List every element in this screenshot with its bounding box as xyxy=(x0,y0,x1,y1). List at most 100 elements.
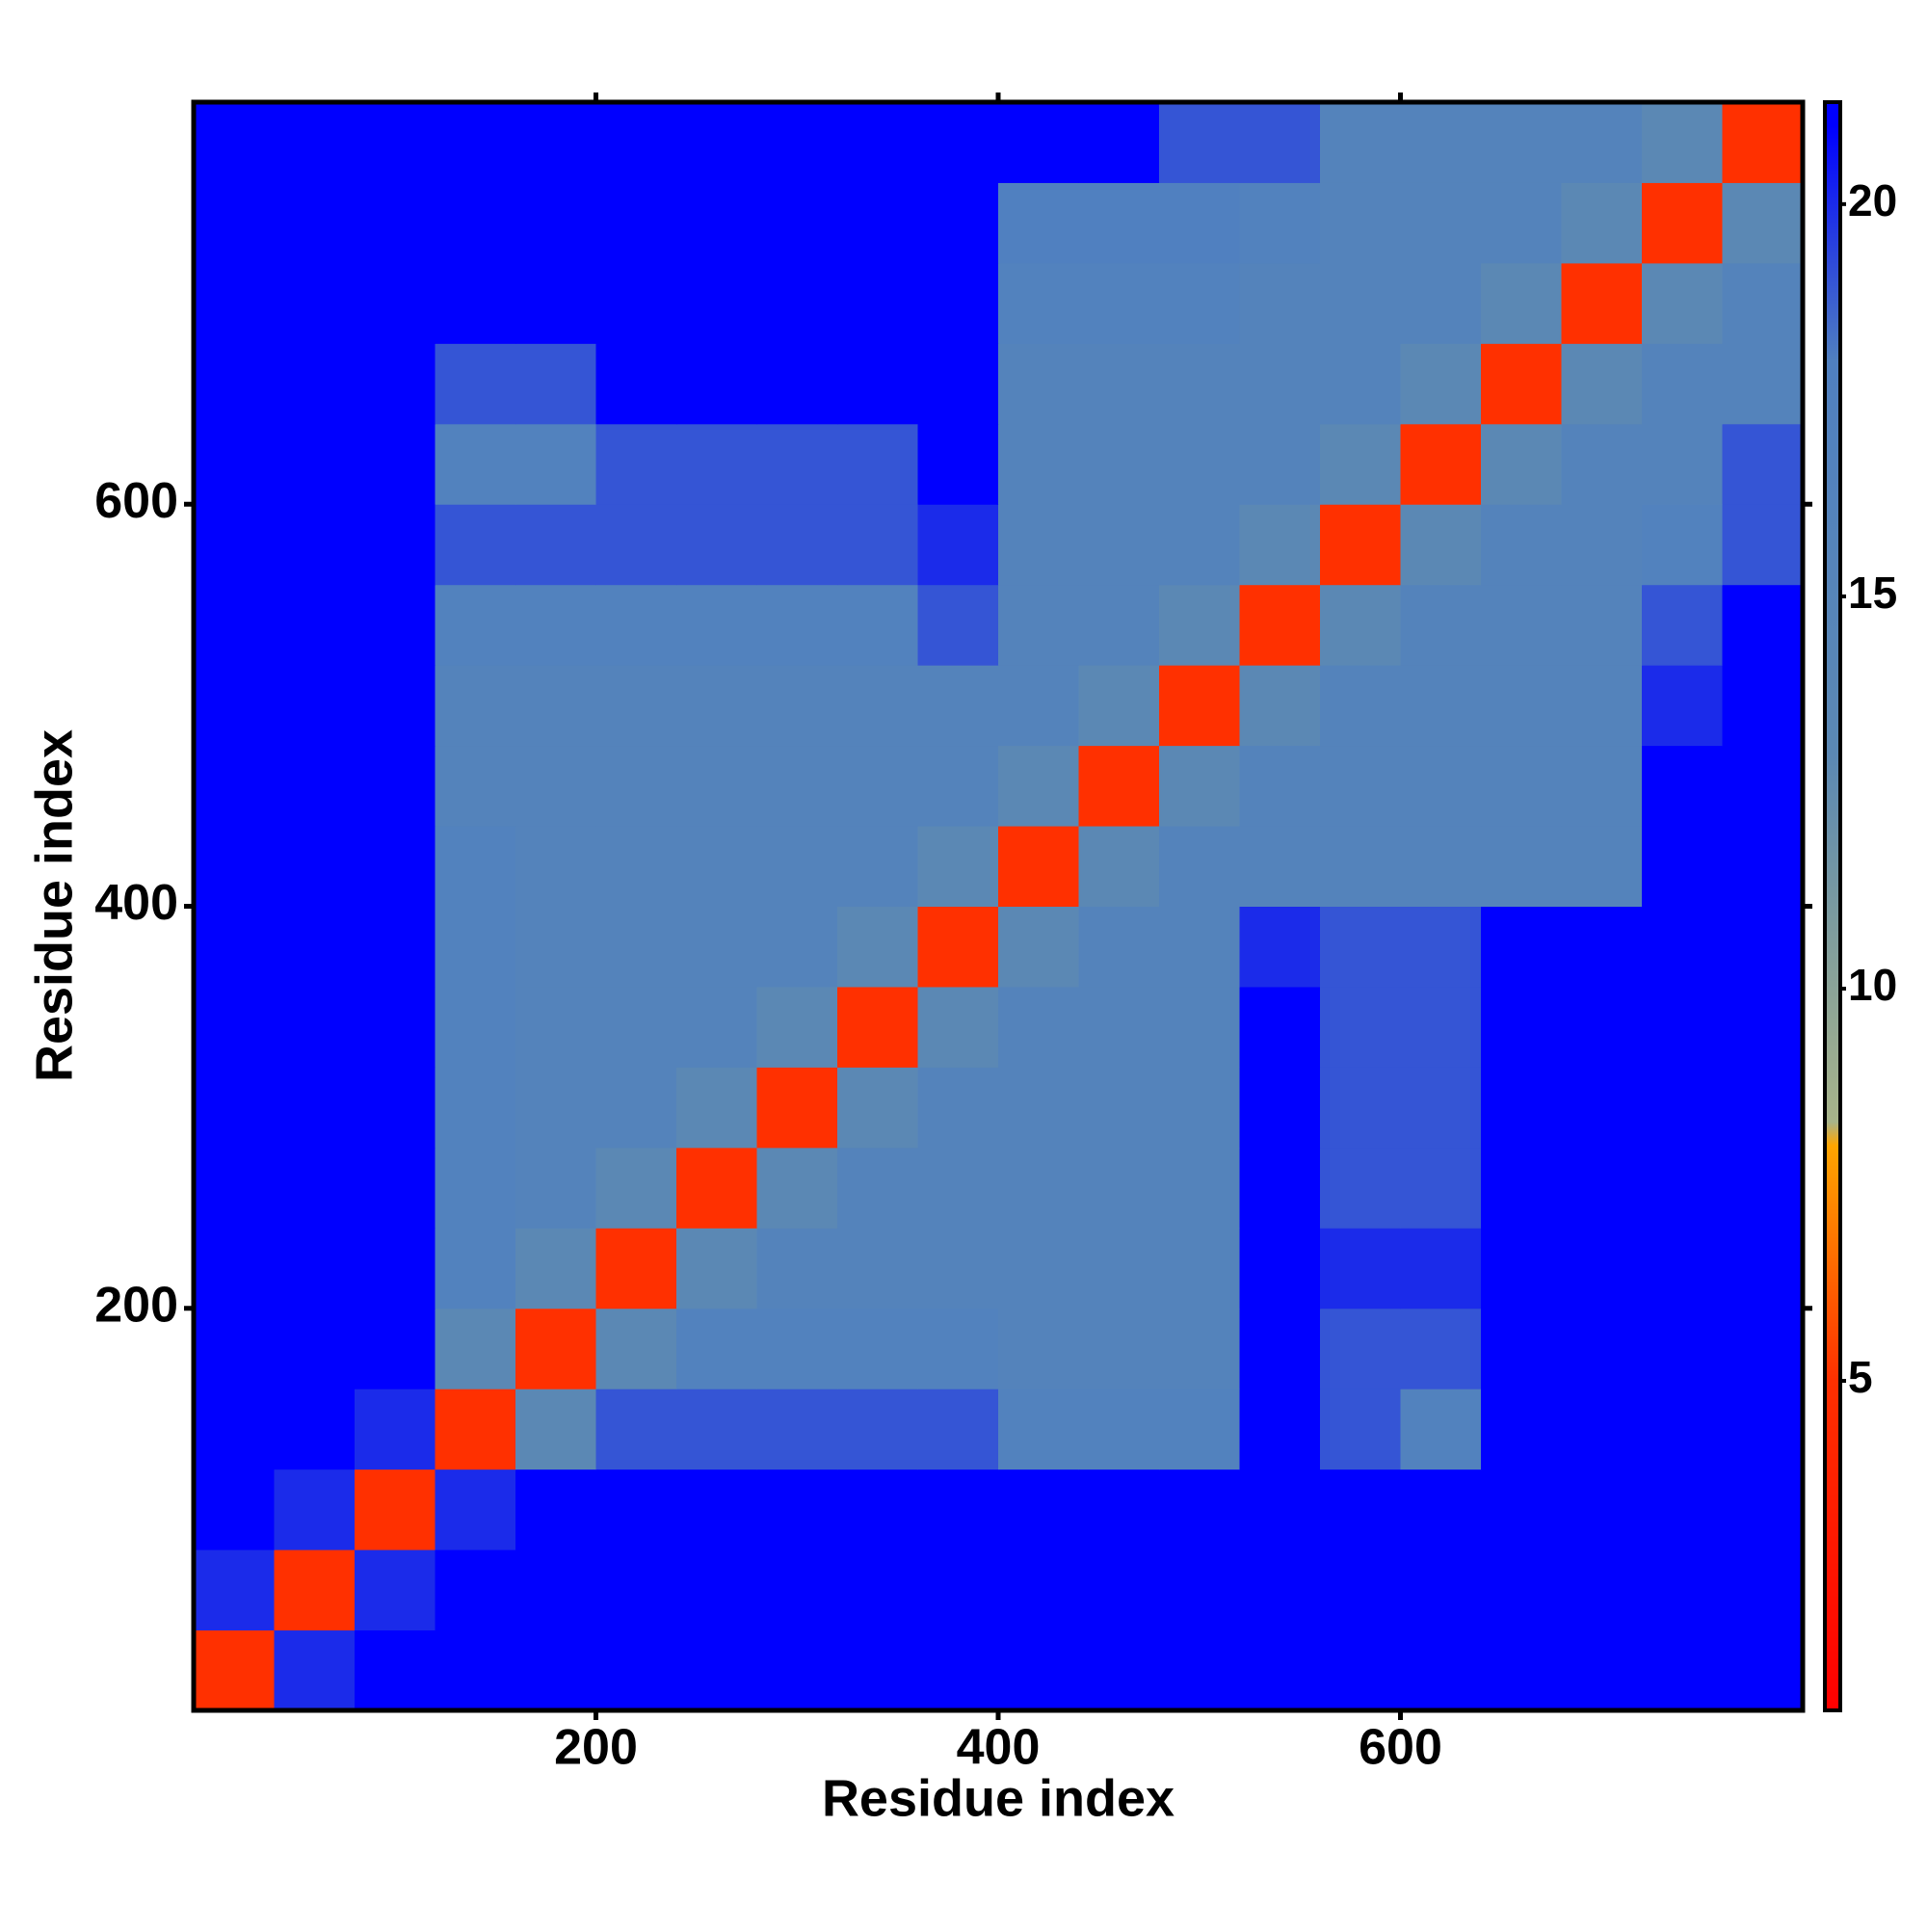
heatmap-cell xyxy=(676,745,757,827)
heatmap-cell xyxy=(676,504,757,586)
heatmap-cell xyxy=(837,584,918,666)
heatmap-cell xyxy=(676,1549,757,1631)
heatmap-cell xyxy=(1320,343,1401,425)
heatmap-cell xyxy=(1078,102,1160,183)
heatmap-cell xyxy=(1642,1067,1723,1149)
heatmap-cell xyxy=(756,1629,838,1711)
heatmap-cell xyxy=(1481,745,1562,827)
heatmap-cell xyxy=(1400,584,1482,666)
heatmap-cell xyxy=(1561,1067,1643,1149)
heatmap-cell xyxy=(1239,906,1321,988)
heatmap-cell xyxy=(1239,1629,1321,1711)
heatmap-cell xyxy=(435,906,516,988)
heatmap-cell xyxy=(274,1067,356,1149)
heatmap-cell xyxy=(1239,1469,1321,1550)
heatmap-cell xyxy=(1561,1228,1643,1310)
heatmap-cell xyxy=(1642,182,1723,264)
heatmap-cell xyxy=(515,343,596,425)
heatmap-cell xyxy=(917,102,999,183)
heatmap-cell xyxy=(515,1389,596,1470)
heatmap-cell xyxy=(595,665,677,747)
heatmap-cell xyxy=(1481,1067,1562,1149)
heatmap-cell xyxy=(595,986,677,1068)
colorbar-tick-label: 5 xyxy=(1848,1352,1873,1402)
heatmap-cell xyxy=(194,1067,275,1149)
heatmap-cell xyxy=(998,1629,1079,1711)
heatmap-cell xyxy=(355,826,436,907)
heatmap-cell xyxy=(1159,906,1240,988)
heatmap-cell xyxy=(355,262,436,344)
heatmap-cell xyxy=(1642,1629,1723,1711)
heatmap-cell xyxy=(837,1549,918,1631)
heatmap-cell xyxy=(1642,1469,1723,1550)
heatmap-cell xyxy=(355,1469,436,1550)
heatmap-cell xyxy=(355,423,436,505)
heatmap-cell xyxy=(1320,102,1401,183)
heatmap-cell xyxy=(435,1228,516,1310)
heatmap-cell xyxy=(998,182,1079,264)
heatmap-cell xyxy=(274,1629,356,1711)
heatmap-cell xyxy=(1642,745,1723,827)
heatmap-cell xyxy=(676,1147,757,1229)
heatmap-cell xyxy=(1561,986,1643,1068)
heatmap-cell xyxy=(676,1067,757,1149)
heatmap-cell xyxy=(1320,504,1401,586)
heatmap-cell xyxy=(1722,906,1804,988)
heatmap-cell xyxy=(1481,182,1562,264)
heatmap-cell xyxy=(355,745,436,827)
heatmap-cell xyxy=(1400,343,1482,425)
heatmap-cell xyxy=(1400,262,1482,344)
heatmap-cell xyxy=(917,423,999,505)
heatmap-cell xyxy=(435,1469,516,1550)
heatmap-cell xyxy=(1078,1629,1160,1711)
heatmap-cell xyxy=(515,504,596,586)
heatmap-cell xyxy=(1239,343,1321,425)
heatmap-cell xyxy=(355,1228,436,1310)
heatmap-cell xyxy=(355,906,436,988)
heatmap-cell xyxy=(1159,1228,1240,1310)
heatmap-cell xyxy=(756,665,838,747)
heatmap-cell xyxy=(998,986,1079,1068)
heatmap-cell xyxy=(1159,1549,1240,1631)
heatmap-cell xyxy=(1400,1147,1482,1229)
heatmap-cell xyxy=(676,423,757,505)
heatmap-cell xyxy=(1400,826,1482,907)
heatmap-cell xyxy=(676,343,757,425)
heatmap-cell xyxy=(515,1549,596,1631)
heatmap-cell xyxy=(1722,1067,1804,1149)
heatmap-cell xyxy=(355,665,436,747)
heatmap-cell xyxy=(274,262,356,344)
heatmap-cell xyxy=(1722,102,1804,183)
heatmap-cell xyxy=(1561,745,1643,827)
heatmap-cell xyxy=(1320,1549,1401,1631)
heatmap-cell xyxy=(837,343,918,425)
heatmap-cell xyxy=(837,262,918,344)
heatmap-cell xyxy=(1722,1147,1804,1229)
heatmap-cell xyxy=(1481,1549,1562,1631)
heatmap-cell xyxy=(1722,826,1804,907)
heatmap-cell xyxy=(676,262,757,344)
heatmap-cell xyxy=(435,584,516,666)
heatmap-cell xyxy=(756,343,838,425)
heatmap-cell xyxy=(1159,423,1240,505)
heatmap-cell xyxy=(998,1469,1079,1550)
heatmap-cell xyxy=(1642,1389,1723,1470)
heatmap-cell xyxy=(435,423,516,505)
heatmap-cell xyxy=(917,1308,999,1389)
heatmap-cell xyxy=(1642,665,1723,747)
heatmap-cell xyxy=(194,584,275,666)
heatmap-cell xyxy=(917,182,999,264)
heatmap-cell xyxy=(1481,1629,1562,1711)
heatmap-cell xyxy=(1561,102,1643,183)
heatmap-cell xyxy=(515,745,596,827)
heatmap-cell xyxy=(1561,584,1643,666)
heatmap-cell xyxy=(756,1147,838,1229)
heatmap-cell xyxy=(1561,1147,1643,1229)
heatmap-cell xyxy=(1722,745,1804,827)
heatmap-cell xyxy=(435,986,516,1068)
heatmap-cell xyxy=(1320,1067,1401,1149)
heatmap-cell xyxy=(1078,1147,1160,1229)
heatmap-cell xyxy=(1320,906,1401,988)
heatmap-cell xyxy=(1481,986,1562,1068)
heatmap-cell xyxy=(1320,1147,1401,1229)
